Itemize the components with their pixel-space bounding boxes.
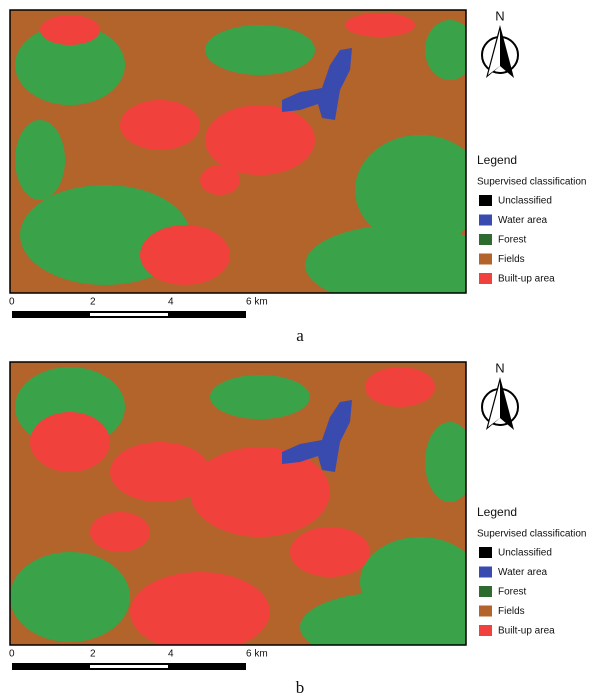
land-class <box>190 447 330 537</box>
panel: N Legend Supervised classification Unclassi… <box>9 8 587 344</box>
scale-label: 4 <box>168 649 174 660</box>
legend-swatch <box>479 195 492 206</box>
land-class <box>345 13 415 37</box>
figure: N Legend Supervised classification Unclassi… <box>0 0 592 697</box>
land-class <box>425 20 475 80</box>
land-class <box>290 527 370 577</box>
land-class <box>90 512 150 552</box>
land-class <box>40 15 100 45</box>
legend-label: Water area <box>498 215 548 226</box>
caption: b <box>296 678 305 697</box>
legend-swatch <box>479 273 492 284</box>
legend-subtitle: Supervised classification <box>477 177 587 188</box>
land-class <box>10 552 130 642</box>
legend-label: Unclassified <box>498 548 552 559</box>
legend-label: Fields <box>498 254 525 265</box>
scale-label: 0 <box>9 649 15 660</box>
legend-swatch <box>479 547 492 558</box>
land-class <box>205 25 315 75</box>
scale-label: 6 km <box>246 297 268 308</box>
legend-label: Built-up area <box>498 274 555 285</box>
scale-label: 2 <box>90 649 96 660</box>
scale-label: 4 <box>168 297 174 308</box>
legend-subtitle: Supervised classification <box>477 529 587 540</box>
land-class <box>425 422 475 502</box>
legend-swatch <box>479 586 492 597</box>
map <box>10 362 480 662</box>
scale-label: 6 km <box>246 649 268 660</box>
land-class <box>300 592 480 662</box>
land-class <box>210 375 310 419</box>
land-class <box>15 120 65 200</box>
legend-swatch <box>479 606 492 617</box>
legend-title: Legend <box>477 505 517 519</box>
scale-bar-white <box>90 665 168 668</box>
caption: a <box>296 326 304 345</box>
land-class <box>200 165 240 195</box>
north-label: N <box>495 360 504 375</box>
land-class <box>140 225 230 285</box>
legend-swatch <box>479 625 492 636</box>
legend-swatch <box>479 567 492 578</box>
legend-title: Legend <box>477 153 517 167</box>
north-label: N <box>495 8 504 23</box>
scale-label: 0 <box>9 297 15 308</box>
legend-label: Fields <box>498 606 525 617</box>
land-class <box>120 100 200 150</box>
legend-swatch <box>479 234 492 245</box>
legend-swatch <box>479 215 492 226</box>
land-class <box>130 572 270 652</box>
panel: N Legend Supervised classification Unclassi… <box>9 360 587 696</box>
scale-bar-white <box>90 313 168 316</box>
legend-label: Water area <box>498 567 548 578</box>
legend-label: Unclassified <box>498 196 552 207</box>
legend-label: Built-up area <box>498 626 555 637</box>
legend-label: Forest <box>498 235 527 246</box>
scale-label: 2 <box>90 297 96 308</box>
land-class <box>205 105 315 175</box>
legend-swatch <box>479 254 492 265</box>
land-class <box>30 412 110 472</box>
land-class <box>110 442 210 502</box>
land-class <box>365 367 435 407</box>
legend-label: Forest <box>498 587 527 598</box>
map <box>10 10 495 305</box>
